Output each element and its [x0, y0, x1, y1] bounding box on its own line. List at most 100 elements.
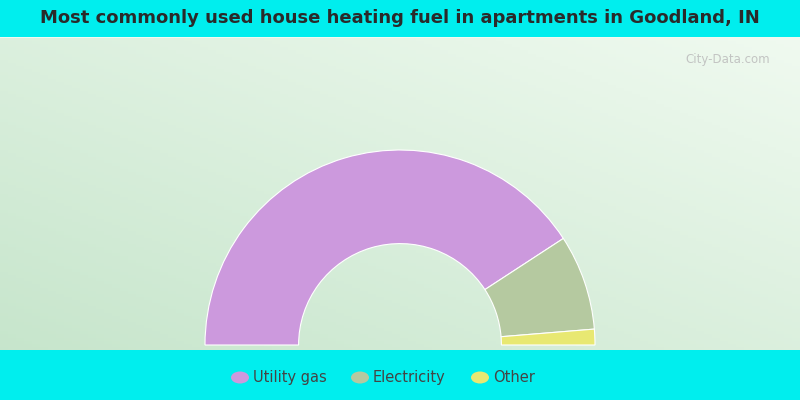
Bar — [0, 116, 800, 117]
Bar — [0, 118, 800, 119]
Bar — [0, 345, 800, 346]
Bar — [0, 231, 800, 232]
Text: Other: Other — [493, 370, 535, 385]
Bar — [0, 327, 800, 328]
Bar — [0, 235, 800, 236]
Bar — [0, 134, 800, 135]
Bar — [0, 343, 800, 344]
Bar — [0, 152, 800, 153]
Bar — [0, 225, 800, 226]
Bar — [0, 279, 800, 280]
Bar — [0, 306, 800, 307]
Bar — [0, 310, 800, 311]
Bar — [0, 246, 800, 247]
Bar — [0, 139, 800, 140]
Bar — [0, 86, 800, 87]
Bar — [0, 215, 800, 216]
Bar — [0, 65, 800, 66]
Bar — [0, 229, 800, 230]
Bar — [0, 59, 800, 60]
Bar — [0, 297, 800, 298]
Bar — [0, 78, 800, 79]
Bar — [0, 255, 800, 256]
Bar — [0, 0, 800, 38]
Bar — [0, 263, 800, 264]
Bar — [0, 302, 800, 303]
Bar — [0, 262, 800, 263]
Bar — [0, 273, 800, 274]
Bar — [0, 184, 800, 185]
Bar — [0, 245, 800, 246]
Bar — [0, 87, 800, 88]
Bar — [0, 61, 800, 62]
Bar — [0, 259, 800, 260]
Bar — [0, 307, 800, 308]
Bar — [0, 282, 800, 283]
Bar — [0, 84, 800, 85]
Bar — [0, 212, 800, 213]
Bar — [0, 56, 800, 57]
Bar — [0, 48, 800, 50]
Bar — [0, 305, 800, 306]
Bar — [0, 242, 800, 244]
Bar — [0, 146, 800, 148]
Bar — [0, 250, 800, 251]
Bar — [0, 300, 800, 301]
Bar — [0, 287, 800, 288]
Bar — [0, 321, 800, 322]
Bar — [0, 322, 800, 323]
Bar — [0, 103, 800, 104]
Bar — [0, 222, 800, 223]
Bar — [0, 249, 800, 250]
Bar — [0, 104, 800, 105]
Bar — [0, 174, 800, 175]
Bar — [0, 277, 800, 278]
Bar — [0, 261, 800, 262]
Ellipse shape — [231, 372, 249, 384]
Bar — [0, 188, 800, 189]
Bar — [0, 234, 800, 235]
Bar — [0, 199, 800, 200]
Bar — [0, 271, 800, 272]
Bar — [0, 349, 800, 350]
Bar — [0, 238, 800, 239]
Bar — [0, 124, 800, 125]
Bar — [0, 296, 800, 297]
Bar — [0, 135, 800, 136]
Bar — [0, 218, 800, 220]
Bar — [0, 284, 800, 285]
Bar — [0, 88, 800, 89]
Bar — [0, 175, 800, 176]
Bar — [0, 160, 800, 161]
Bar — [0, 138, 800, 139]
Ellipse shape — [471, 372, 489, 384]
Bar — [0, 126, 800, 127]
Bar — [0, 330, 800, 331]
Bar — [0, 281, 800, 282]
Bar — [0, 324, 800, 325]
Bar — [0, 112, 800, 113]
Bar — [0, 45, 800, 46]
Bar — [0, 131, 800, 132]
Bar — [0, 350, 800, 400]
Bar — [0, 155, 800, 156]
Bar — [0, 55, 800, 56]
Bar — [0, 185, 800, 186]
Bar — [0, 257, 800, 258]
Bar — [0, 64, 800, 65]
Bar — [0, 194, 800, 196]
Bar — [0, 187, 800, 188]
Bar — [0, 204, 800, 205]
Bar — [0, 79, 800, 80]
Bar — [0, 110, 800, 111]
Bar — [0, 227, 800, 228]
Bar — [0, 209, 800, 210]
Bar — [0, 203, 800, 204]
Bar — [0, 260, 800, 261]
Bar — [0, 232, 800, 233]
Bar — [0, 346, 800, 347]
Bar — [0, 312, 800, 314]
Bar — [0, 294, 800, 295]
Bar — [0, 258, 800, 259]
Bar — [0, 221, 800, 222]
